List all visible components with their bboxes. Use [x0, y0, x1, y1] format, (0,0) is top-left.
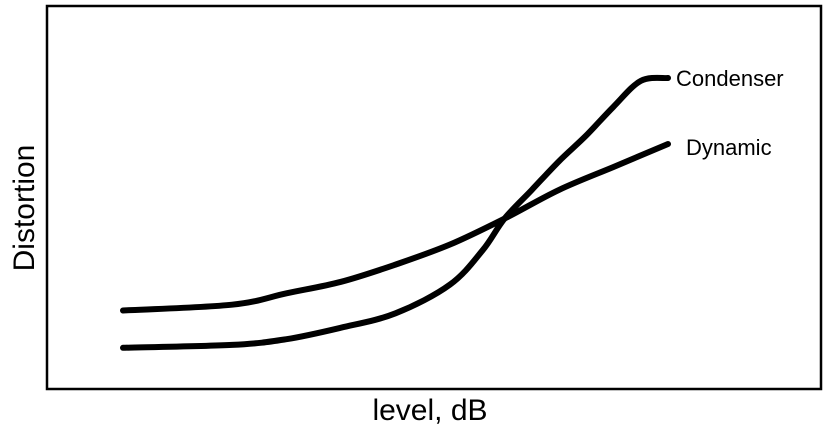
series-group [120, 74, 671, 351]
x-axis-label: level, dB [372, 394, 487, 427]
series-line-condenser [120, 74, 671, 351]
plot-frame [45, 4, 823, 391]
series-label-condenser: Condenser [676, 66, 784, 91]
series-line-dynamic [120, 141, 671, 314]
y-axis-label: Distortion [8, 145, 41, 272]
series-label-dynamic: Dynamic [686, 135, 772, 160]
series-label-group: Condenser Dynamic [676, 66, 784, 160]
